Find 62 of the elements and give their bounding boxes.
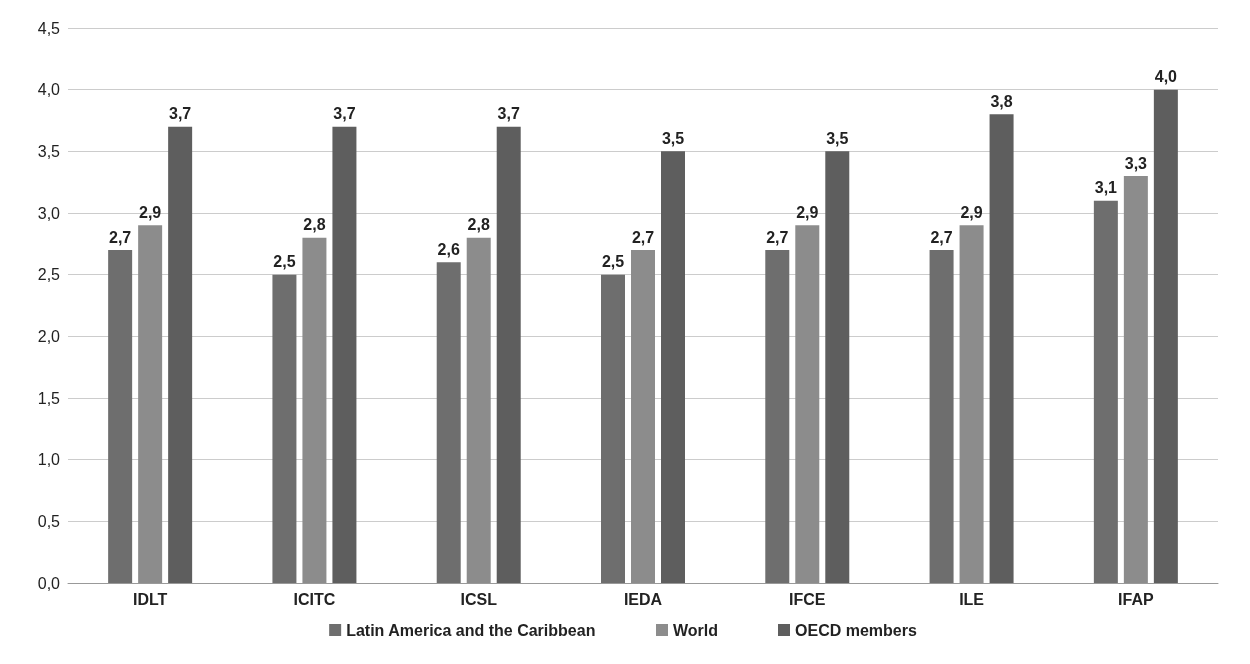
data-label: 3,8: [990, 92, 1013, 110]
bar: [332, 126, 357, 583]
y-tick-label: 4,5: [37, 19, 61, 37]
data-label: 2,9: [796, 203, 819, 221]
bar: [929, 250, 954, 583]
x-tick-label: ICITC: [293, 590, 336, 608]
bar: [1123, 176, 1148, 583]
data-label: 3,7: [333, 105, 356, 123]
data-label: 2,7: [766, 228, 789, 246]
bar: [108, 250, 133, 583]
bar: [765, 250, 790, 583]
y-tick-label: 0,0: [37, 574, 61, 592]
data-label: 3,1: [1094, 179, 1118, 197]
y-tick-label: 4,0: [37, 81, 61, 99]
data-label: 4,0: [1154, 68, 1178, 86]
data-label: 2,7: [930, 228, 953, 246]
bar: [302, 237, 327, 583]
bar: [272, 274, 297, 583]
bar: [825, 151, 850, 583]
y-tick-label: 1,0: [37, 451, 61, 469]
data-label: 2,8: [467, 216, 490, 234]
data-label: 2,7: [631, 228, 655, 246]
x-tick-label: IEDA: [623, 590, 663, 608]
data-label: 2,5: [601, 253, 625, 271]
legend-label: Latin America and the Caribbean: [346, 621, 596, 639]
y-tick-label: 1,5: [37, 389, 61, 407]
x-tick-label: IDLT: [132, 590, 168, 608]
bar: [1093, 200, 1118, 583]
y-tick-label: 0,5: [37, 512, 61, 530]
data-label: 2,8: [303, 216, 326, 234]
y-tick-label: 3,5: [37, 142, 61, 160]
data-label: 2,5: [273, 253, 296, 271]
data-label: 2,9: [139, 203, 162, 221]
bar: [1153, 89, 1178, 583]
data-label: 3,5: [661, 129, 685, 147]
x-tick-label: ILE: [959, 590, 985, 608]
bar: [989, 114, 1014, 583]
legend-label: OECD members: [795, 621, 917, 639]
bar: [436, 262, 461, 583]
data-label: 2,6: [437, 240, 460, 258]
bar: [631, 250, 655, 583]
bar: [795, 225, 820, 583]
bar: [168, 126, 193, 583]
data-label: 3,5: [826, 129, 849, 147]
data-label: 2,9: [960, 203, 983, 221]
y-tick-label: 2,0: [37, 327, 61, 345]
data-label: 3,3: [1124, 154, 1148, 172]
x-tick-label: ICSL: [460, 590, 498, 608]
data-label: 3,7: [169, 105, 192, 123]
bar: [601, 274, 625, 583]
bar: [138, 225, 163, 583]
bar: [496, 126, 521, 583]
data-label: 2,7: [109, 228, 132, 246]
x-tick-label: IFAP: [1118, 590, 1154, 608]
legend-label: World: [672, 621, 719, 639]
y-tick-label: 2,5: [37, 266, 61, 284]
bar: [466, 237, 491, 583]
bar: [959, 225, 984, 583]
y-tick-label: 3,0: [37, 204, 61, 222]
data-label: 3,7: [497, 105, 520, 123]
bar: [661, 151, 685, 583]
x-tick-label: IFCE: [789, 590, 826, 608]
